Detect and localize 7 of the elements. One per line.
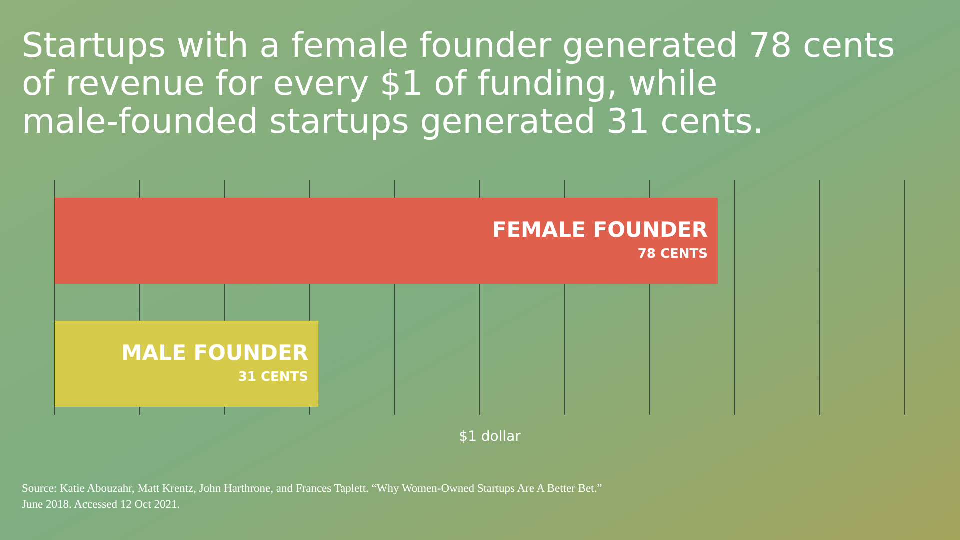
y-tick-label: FEMALE FOUNDER — [492, 218, 708, 242]
x-axis-title: $1 dollar — [459, 429, 522, 445]
chart-title: Startups with a female founder generated 78 cents of revenue for every $1 of funding, while male-founded startups generated 31 cents. — [22, 26, 896, 142]
data-label: 78 CENTS — [638, 247, 708, 262]
y-tick-label: MALE FOUNDER — [122, 340, 308, 365]
source-note: Source: Katie Abouzahr, Matt Krentz, John Harthrone, and Frances Taplett. “Why Women-Owned Startups Are A Better Bet.” June 2018. Accessed 12 Oct 2021. — [22, 483, 602, 511]
data-label: 31 CENTS — [238, 370, 308, 385]
